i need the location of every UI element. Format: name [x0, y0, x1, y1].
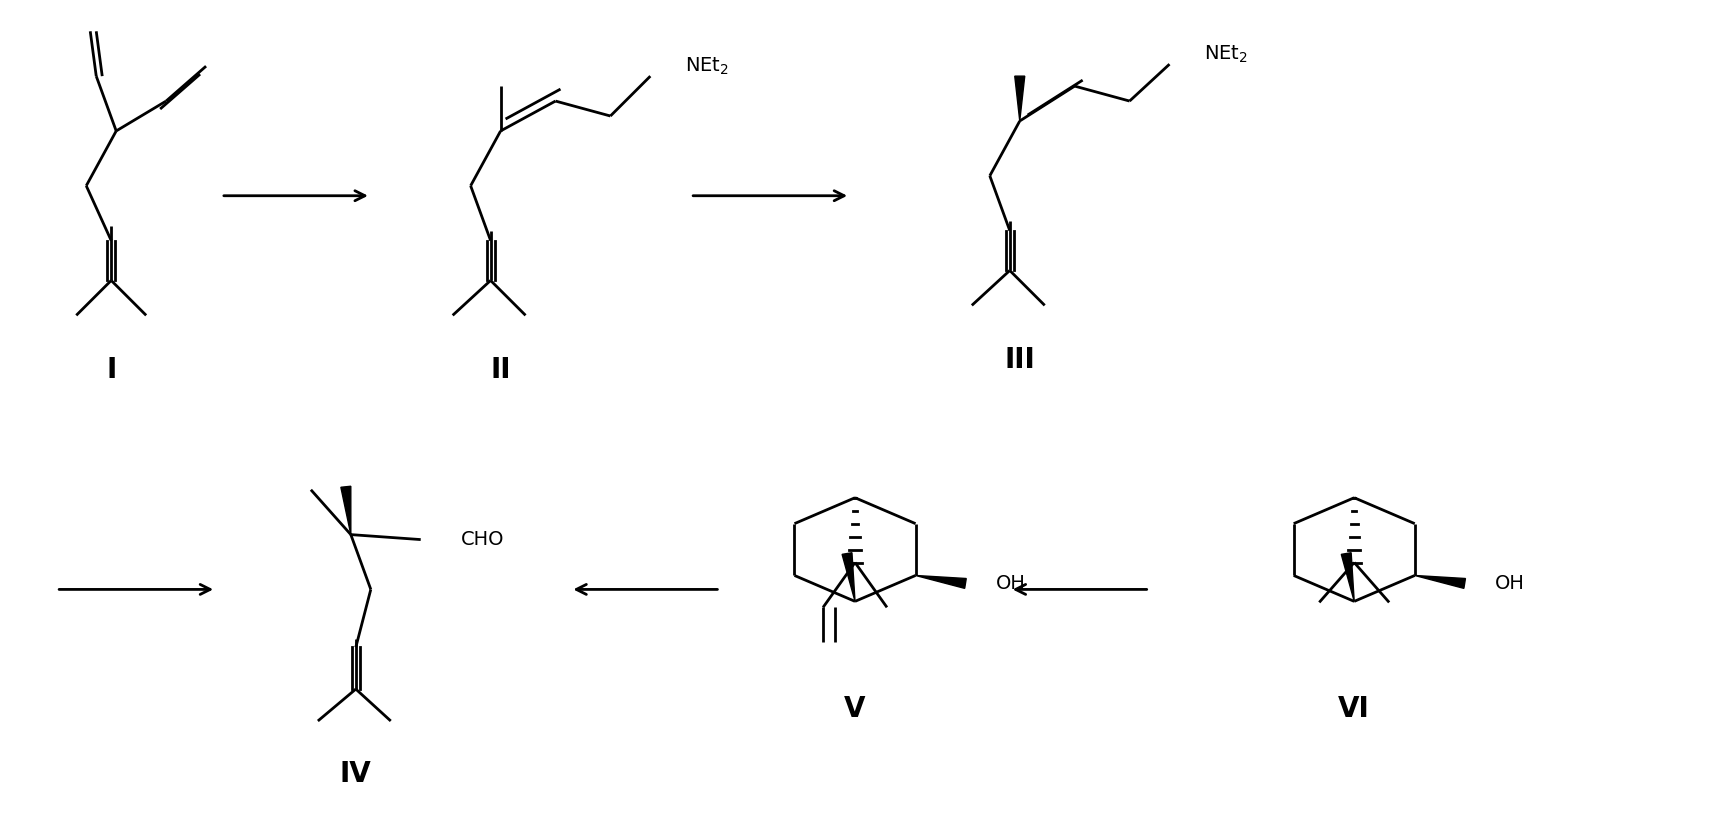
Text: IV: IV — [339, 760, 372, 788]
Text: OH: OH — [1493, 574, 1524, 593]
Text: CHO: CHO — [460, 530, 503, 549]
Polygon shape — [341, 486, 351, 535]
Polygon shape — [1014, 77, 1024, 121]
Text: VI: VI — [1337, 695, 1370, 723]
Polygon shape — [915, 576, 965, 588]
Polygon shape — [841, 552, 855, 602]
Text: I: I — [106, 356, 116, 384]
Text: III: III — [1003, 346, 1035, 374]
Text: NEt$_2$: NEt$_2$ — [1204, 43, 1247, 65]
Text: OH: OH — [995, 574, 1024, 593]
Text: II: II — [490, 356, 510, 384]
Text: NEt$_2$: NEt$_2$ — [685, 56, 728, 77]
Polygon shape — [1341, 552, 1353, 602]
Polygon shape — [1413, 576, 1465, 588]
Text: V: V — [844, 695, 865, 723]
